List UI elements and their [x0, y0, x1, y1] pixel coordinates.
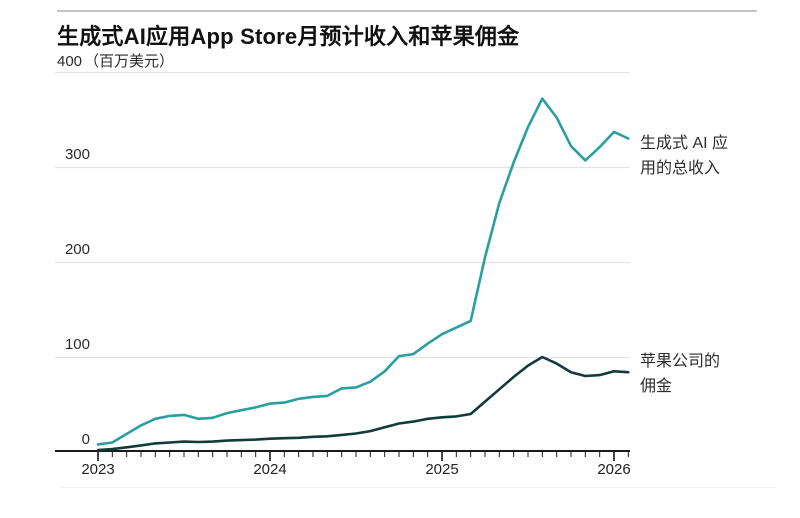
annotation-commission-line2: 佣金	[640, 378, 673, 395]
y-tick-label-200: 200	[64, 241, 90, 258]
x-year-label-2023: 2023	[81, 461, 115, 478]
y-tick-label-100: 100	[64, 336, 90, 353]
plot-svg	[55, 72, 630, 461]
x-year-label-2026: 2026	[597, 461, 631, 478]
y-axis-unit: （百万美元）	[84, 53, 175, 70]
y-tick-label-300: 300	[64, 146, 90, 163]
x-year-label-2024: 2024	[253, 461, 287, 478]
y-axis-unit-label: 400 （百万美元）	[57, 50, 174, 71]
annotation-revenue-label: 生成式 AI 应 用的总收入	[640, 131, 728, 181]
chart-title: 生成式AI应用App Store月预计收入和苹果佣金	[57, 24, 520, 49]
chart-bottom-rule	[60, 487, 776, 488]
annotation-revenue-line1: 生成式 AI 应	[640, 135, 729, 152]
annotation-commission-label: 苹果公司的 佣金	[640, 349, 720, 399]
revenue-line	[96, 97, 630, 446]
y-tick-label-0: 0	[81, 431, 90, 448]
x-year-label-2025: 2025	[425, 461, 459, 478]
annotation-revenue-line2: 用的总收入	[640, 160, 721, 177]
top-rule	[57, 10, 757, 12]
y-axis-top-tick: 400	[57, 53, 83, 70]
plot-area	[55, 72, 630, 464]
annotation-commission-line1: 苹果公司的	[640, 353, 721, 370]
commission-line	[96, 355, 630, 452]
